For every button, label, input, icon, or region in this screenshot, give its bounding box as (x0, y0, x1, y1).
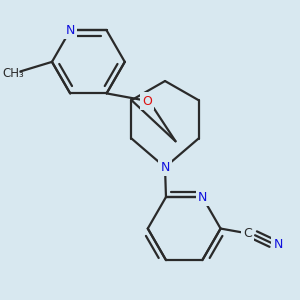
Text: O: O (142, 94, 152, 108)
Text: N: N (273, 238, 283, 251)
Text: C: C (243, 227, 252, 240)
Text: N: N (160, 161, 170, 174)
Text: N: N (65, 24, 75, 37)
Text: CH₃: CH₃ (3, 67, 25, 80)
Text: N: N (198, 190, 207, 203)
